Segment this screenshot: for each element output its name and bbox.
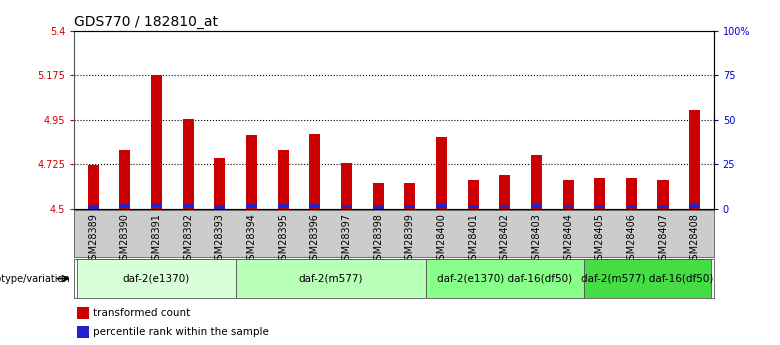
Text: GSM28389: GSM28389 bbox=[88, 213, 98, 266]
Bar bbox=[77, 307, 89, 319]
Text: GSM28391: GSM28391 bbox=[151, 213, 161, 266]
Bar bbox=[236, 259, 426, 298]
Bar bbox=[151, 203, 162, 207]
Text: GSM28408: GSM28408 bbox=[690, 213, 700, 266]
Bar bbox=[215, 158, 225, 209]
Bar bbox=[183, 204, 193, 208]
Text: GSM28390: GSM28390 bbox=[120, 213, 129, 266]
Bar bbox=[436, 204, 447, 208]
Text: GSM28392: GSM28392 bbox=[183, 213, 193, 266]
Bar bbox=[626, 205, 637, 208]
Bar bbox=[309, 134, 321, 209]
Bar bbox=[373, 183, 384, 209]
Bar bbox=[531, 204, 542, 208]
Text: GSM28402: GSM28402 bbox=[500, 213, 509, 266]
Bar bbox=[246, 204, 257, 208]
Bar bbox=[341, 163, 352, 209]
Text: GSM28403: GSM28403 bbox=[531, 213, 541, 266]
Bar bbox=[246, 135, 257, 209]
Bar bbox=[626, 178, 637, 209]
Bar bbox=[278, 204, 289, 208]
Bar bbox=[658, 205, 668, 208]
Bar bbox=[499, 175, 510, 209]
Bar bbox=[278, 149, 289, 209]
Bar bbox=[215, 205, 225, 208]
Text: daf-2(m577): daf-2(m577) bbox=[298, 274, 363, 284]
Bar bbox=[77, 326, 89, 338]
Text: GSM28397: GSM28397 bbox=[342, 213, 352, 266]
Text: GSM28398: GSM28398 bbox=[373, 213, 383, 266]
Bar bbox=[467, 205, 479, 208]
Text: daf-2(m577) daf-16(df50): daf-2(m577) daf-16(df50) bbox=[581, 274, 714, 284]
Bar bbox=[77, 259, 236, 298]
Bar bbox=[562, 180, 573, 209]
Bar bbox=[373, 205, 384, 208]
Text: GSM28396: GSM28396 bbox=[310, 213, 320, 266]
Bar bbox=[531, 156, 542, 209]
Text: GSM28394: GSM28394 bbox=[246, 213, 257, 266]
Text: GSM28406: GSM28406 bbox=[626, 213, 636, 266]
Bar bbox=[87, 205, 98, 208]
Text: GSM28405: GSM28405 bbox=[594, 213, 604, 266]
Bar bbox=[119, 149, 130, 209]
Bar bbox=[119, 204, 130, 208]
Bar bbox=[594, 205, 605, 208]
Text: daf-2(e1370) daf-16(df50): daf-2(e1370) daf-16(df50) bbox=[437, 274, 573, 284]
Bar bbox=[584, 259, 711, 298]
Bar bbox=[436, 137, 447, 209]
Bar bbox=[404, 205, 415, 208]
Text: daf-2(e1370): daf-2(e1370) bbox=[122, 274, 190, 284]
Bar bbox=[499, 205, 510, 208]
Text: GDS770 / 182810_at: GDS770 / 182810_at bbox=[74, 14, 218, 29]
Bar bbox=[690, 110, 700, 209]
Text: GSM28401: GSM28401 bbox=[468, 213, 478, 266]
Text: GSM28404: GSM28404 bbox=[563, 213, 573, 266]
Text: GSM28399: GSM28399 bbox=[405, 213, 415, 266]
Bar bbox=[594, 178, 605, 209]
Text: GSM28395: GSM28395 bbox=[278, 213, 288, 266]
Bar bbox=[426, 259, 584, 298]
Bar bbox=[183, 119, 193, 209]
Bar bbox=[404, 183, 415, 209]
Text: percentile rank within the sample: percentile rank within the sample bbox=[94, 327, 269, 337]
Bar bbox=[690, 204, 700, 208]
Bar bbox=[87, 165, 98, 209]
Bar bbox=[309, 204, 321, 208]
Bar bbox=[151, 76, 162, 209]
Text: transformed count: transformed count bbox=[94, 308, 190, 318]
Bar bbox=[467, 180, 479, 209]
Text: GSM28393: GSM28393 bbox=[215, 213, 225, 266]
Text: GSM28407: GSM28407 bbox=[658, 213, 668, 266]
Bar bbox=[341, 205, 352, 208]
Text: genotype/variation: genotype/variation bbox=[0, 274, 70, 284]
Text: GSM28400: GSM28400 bbox=[436, 213, 446, 266]
Bar bbox=[562, 205, 573, 208]
Bar bbox=[658, 180, 668, 209]
